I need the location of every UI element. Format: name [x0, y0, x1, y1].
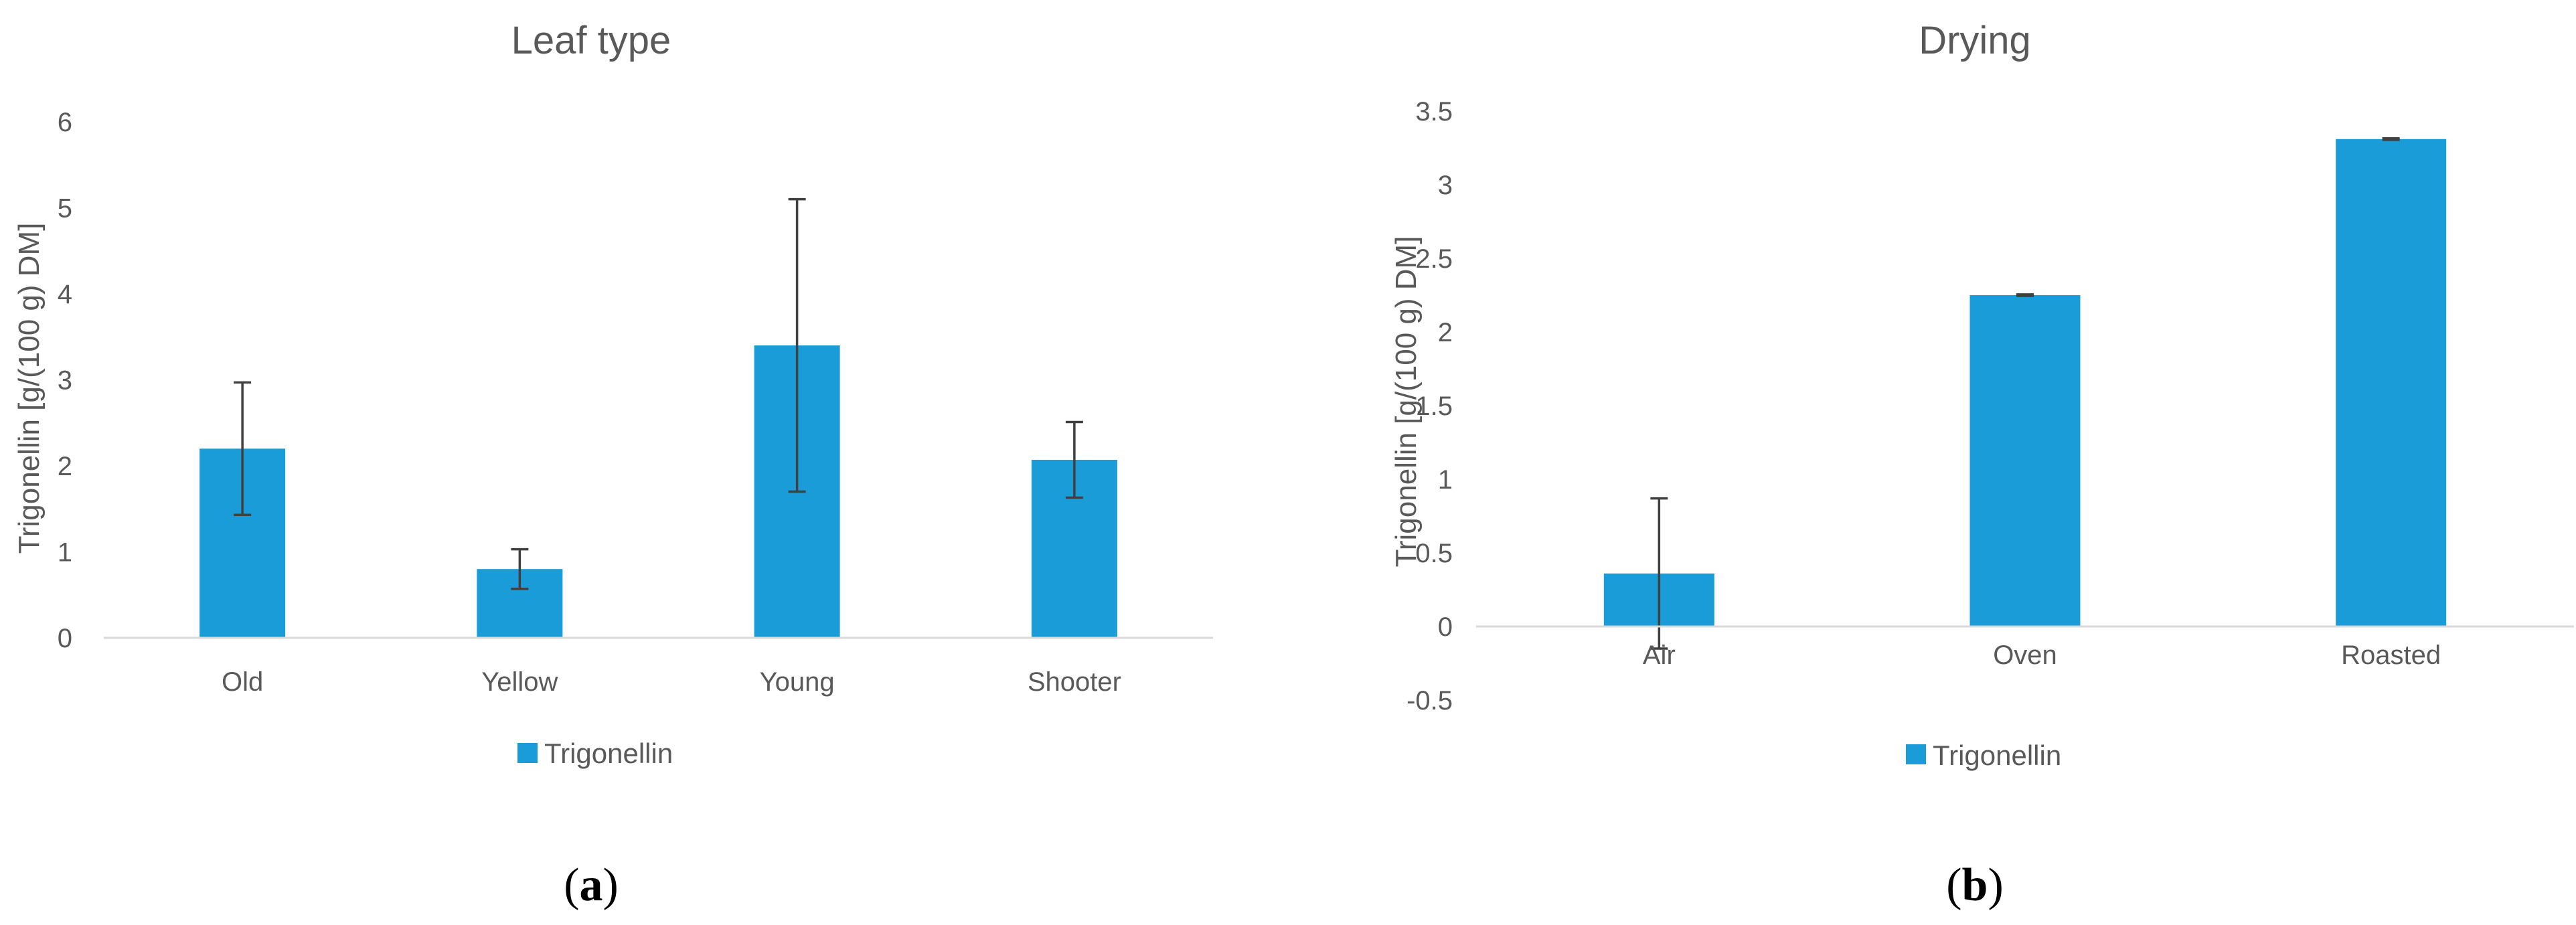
legend: Trigonellin [1906, 740, 2061, 771]
y-tick-label: -0.5 [1406, 686, 1453, 716]
chart-leaf-type: Leaf type Trigonellin [g/(100 g) DM] 0 1 2… [13, 19, 1213, 911]
bar-roasted [2336, 139, 2447, 627]
y-tick-label: 1.5 [1415, 392, 1453, 421]
x-tick-label: Oven [1993, 641, 2057, 670]
bars [199, 345, 1117, 638]
x-tick-label: Air [1643, 641, 1676, 670]
y-tick-label: 5 [58, 194, 72, 224]
y-tick-label: 1 [1438, 465, 1453, 495]
panel-label-close: ) [1988, 859, 2003, 911]
x-tick-label: Roasted [2341, 641, 2441, 670]
y-axis-ticks: -0.5 0 0.5 1 1.5 2 2.5 3 3.5 [1406, 97, 1453, 716]
y-tick-label: 2 [58, 452, 72, 481]
y-tick-label: 1 [58, 538, 72, 568]
panel-label-open: ( [1946, 859, 1961, 911]
y-tick-label: 3 [58, 366, 72, 396]
y-tick-label: 3.5 [1415, 97, 1453, 127]
panel-label-letter: a [580, 859, 603, 911]
panel-label-letter: b [1962, 859, 1988, 911]
chart-title: Leaf type [511, 19, 671, 62]
panel-label-close: ) [603, 859, 619, 911]
y-tick-label: 0 [58, 624, 72, 653]
x-tick-label: Shooter [1028, 667, 1121, 697]
legend-label: Trigonellin [544, 738, 673, 769]
y-tick-label: 0.5 [1415, 539, 1453, 568]
y-tick-label: 6 [58, 108, 72, 137]
y-tick-label: 3 [1438, 171, 1453, 200]
panel-label-open: ( [564, 859, 579, 911]
legend-swatch [517, 743, 538, 763]
y-axis-label: Trigonellin [g/(100 g) DM] [1390, 236, 1423, 568]
legend-swatch [1906, 744, 1926, 764]
y-axis-ticks: 0 1 2 3 4 5 6 [58, 108, 72, 653]
chart-drying: Drying Trigonellin [g/(100 g) DM] -0.5 0 0… [1390, 19, 2574, 911]
y-tick-label: 2.5 [1415, 244, 1453, 274]
legend: Trigonellin [517, 738, 673, 769]
chart-title: Drying [1919, 19, 2031, 62]
y-tick-label: 2 [1438, 318, 1453, 347]
error-bars [1650, 137, 2400, 650]
x-tick-label: Young [760, 667, 835, 697]
y-tick-label: 0 [1438, 612, 1453, 642]
bar-oven [1969, 295, 2081, 626]
x-axis-ticks: Air Oven Roasted [1643, 641, 2441, 670]
x-axis-ticks: Old Yellow Young Shooter [222, 667, 1121, 697]
panel-label: (a) [564, 859, 619, 911]
y-axis-label: Trigonellin [g/(100 g) DM] [13, 223, 46, 554]
y-tick-label: 4 [58, 280, 72, 309]
panel-label: (b) [1946, 859, 2004, 911]
x-tick-label: Yellow [481, 667, 558, 697]
legend-label: Trigonellin [1933, 740, 2061, 771]
error-bars [234, 197, 1083, 590]
bars [1603, 139, 2447, 627]
x-tick-label: Old [222, 667, 263, 697]
